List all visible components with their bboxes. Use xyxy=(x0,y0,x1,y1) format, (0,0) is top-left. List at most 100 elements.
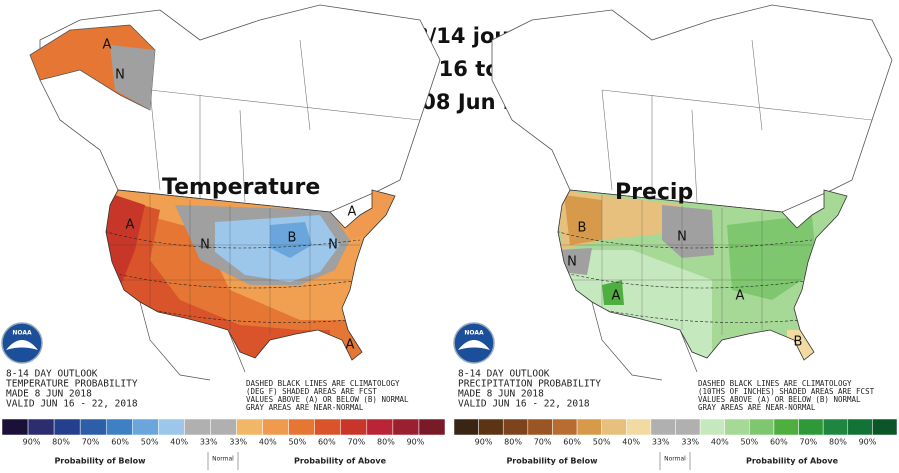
noaa-gull xyxy=(6,340,38,350)
legend-swatch xyxy=(650,418,676,436)
legend-tick: 90% xyxy=(859,438,877,447)
legend-tick: 80% xyxy=(377,438,395,447)
outlook-text: PRECIPITATION PROBABILITY xyxy=(458,379,601,390)
legend-tick: 90% xyxy=(23,438,41,447)
legend-swatch xyxy=(210,418,237,436)
legend-swatch xyxy=(105,418,133,436)
alaska-normal xyxy=(110,45,155,110)
legend-swatch xyxy=(675,418,701,436)
legend-tick: 33% xyxy=(200,438,218,447)
noaa-logo-text: NOAA xyxy=(12,330,32,337)
legend-swatch xyxy=(53,418,81,436)
us-map xyxy=(558,190,847,360)
legend-above: Probability of Above xyxy=(746,457,839,466)
legend-swatch xyxy=(132,418,159,436)
region-letter: A xyxy=(103,38,112,53)
legend-swatch xyxy=(872,418,898,436)
legend-tick: 40% xyxy=(259,438,277,447)
notes-text: GRAY AREAS ARE NEAR-NORMAL xyxy=(246,403,364,412)
legend-swatch xyxy=(418,418,446,436)
legend-swatch xyxy=(773,418,799,436)
notes-text: DASHED BLACK LINES ARE CLIMATOLOGY xyxy=(698,379,852,388)
legend-swatch xyxy=(453,418,479,436)
legend-tick: 60% xyxy=(318,438,336,447)
legend-normal: Normal xyxy=(664,456,686,463)
legend-tick: 50% xyxy=(288,438,306,447)
outlook-text: VALID JUN 16 - 22, 2018 xyxy=(458,399,590,410)
legend-swatch xyxy=(262,418,289,436)
notes-text: GRAY AREAS ARE NEAR-NORMAL xyxy=(698,403,816,412)
legend-tick: 50% xyxy=(141,438,159,447)
notes-text: DASHED BLACK LINES ARE CLIMATOLOGY xyxy=(246,379,400,388)
legend-swatch xyxy=(822,418,849,436)
us-map xyxy=(106,190,395,360)
legend-tick: 90% xyxy=(475,438,493,447)
outlook-text: 8-14 DAY OUTLOOK xyxy=(458,369,550,380)
climatology-lines xyxy=(558,229,813,323)
legend-tick: 33% xyxy=(229,438,247,447)
legend-tick: 40% xyxy=(711,438,729,447)
legend-swatch xyxy=(724,418,750,436)
legend-tick: 80% xyxy=(829,438,847,447)
legend-tick: 70% xyxy=(534,438,552,447)
legend-below: Probability of Below xyxy=(54,457,146,466)
outlook-text: 8-14 DAY OUTLOOK xyxy=(6,369,98,380)
legend-tick: 40% xyxy=(170,438,188,447)
outlook-text: MADE 8 JUN 2018 xyxy=(6,389,92,400)
region-letter: A xyxy=(736,289,745,304)
province-lines xyxy=(601,39,873,203)
region-letter: N xyxy=(115,68,125,83)
region-letter: N xyxy=(200,238,210,253)
legend-tick: 90% xyxy=(407,438,425,447)
province-lines xyxy=(149,39,421,203)
legend-swatch xyxy=(340,418,368,436)
state-lines xyxy=(558,195,812,335)
legend-swatch xyxy=(527,418,553,436)
legend-tick: 80% xyxy=(504,438,522,447)
noaa-logo-text: NOAA xyxy=(464,330,484,337)
notes-text: (10THS OF INCHES) SHADED AREAS ARE FCST xyxy=(698,387,875,396)
legend-swatch xyxy=(576,418,602,436)
legend-tick: 60% xyxy=(111,438,129,447)
region-letter: B xyxy=(794,335,803,350)
legend-tick: 50% xyxy=(740,438,758,447)
legend-swatch xyxy=(79,418,107,436)
notes-text: (DEG F) SHADED AREAS ARE FCST xyxy=(246,387,377,396)
forecast-region xyxy=(727,215,817,300)
panel-label: Temperature xyxy=(162,175,320,200)
legend-tick: 70% xyxy=(82,438,100,447)
notes-text: VALUES ABOVE (A) OR BELOW (B) NORMAL xyxy=(246,395,409,404)
legend-swatch xyxy=(552,418,578,436)
forecast-region xyxy=(564,195,602,245)
forecast-region xyxy=(602,280,624,305)
panel-label: Precip xyxy=(615,180,693,205)
legend-swatch xyxy=(236,418,263,436)
legend-tick: 70% xyxy=(348,438,366,447)
mexico-outline xyxy=(139,301,246,381)
forecast-region xyxy=(270,222,312,258)
region-letter: B xyxy=(578,221,587,236)
legend-swatch xyxy=(27,418,55,436)
outlook-text: TEMPERATURE PROBABILITY xyxy=(6,379,138,390)
climatology-lines xyxy=(106,229,361,323)
state-lines xyxy=(106,195,360,335)
legend-swatch xyxy=(502,418,529,436)
legend-tick: 60% xyxy=(563,438,581,447)
legend-tick: 50% xyxy=(593,438,611,447)
legend-swatch xyxy=(314,418,342,436)
region-letter: B xyxy=(288,231,297,246)
legend-normal: Normal xyxy=(212,456,234,463)
region-letter: A xyxy=(126,218,135,233)
region-letter: N xyxy=(328,238,338,253)
region-letter: N xyxy=(567,255,577,270)
panel: B N N A A B Precip NOAA 8-14 DAY OUTLOOKPRECIPIT… xyxy=(453,4,898,470)
legend-tick: 40% xyxy=(622,438,640,447)
legend-swatch xyxy=(184,418,211,436)
legend-swatch xyxy=(288,418,315,436)
legend-swatch xyxy=(847,418,873,436)
legend-tick: 33% xyxy=(652,438,670,447)
region-letter: N xyxy=(677,230,687,245)
